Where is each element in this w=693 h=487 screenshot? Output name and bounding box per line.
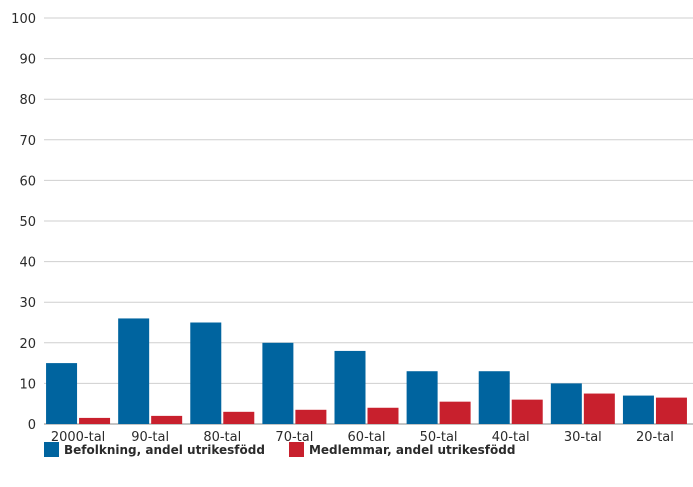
- bar-befolkning: [478, 371, 510, 424]
- bar-befolkning: [46, 363, 78, 424]
- bar-befolkning: [550, 383, 582, 424]
- x-tick-label: 50-tal: [420, 430, 458, 445]
- y-tick-label: 80: [19, 93, 36, 108]
- x-tick-label: 2000-tal: [51, 430, 105, 445]
- legend-swatch-medlemmar: [288, 442, 304, 457]
- y-tick-label: 90: [19, 53, 36, 68]
- y-tick-label: 100: [11, 12, 36, 27]
- y-tick-label: 0: [28, 418, 36, 433]
- x-tick-label: 80-tal: [203, 430, 241, 445]
- x-tick-label: 30-tal: [564, 430, 602, 445]
- legend-swatch-befolkning: [44, 442, 59, 457]
- bar-medlemmar: [583, 393, 615, 424]
- bar-medlemmar: [223, 411, 255, 424]
- bar-medlemmar: [295, 409, 327, 424]
- bar-medlemmar: [79, 417, 111, 424]
- bar-befolkning: [406, 371, 438, 424]
- bar-befolkning: [334, 350, 366, 424]
- legend-label-medlemmar: Medlemmar, andel utrikesfödd: [308, 442, 516, 457]
- x-tick-label: 40-tal: [492, 430, 530, 445]
- bar-medlemmar: [655, 397, 687, 424]
- x-tick-label: 20-tal: [636, 430, 674, 445]
- x-tick-label: 60-tal: [348, 430, 386, 445]
- bar-befolkning: [190, 322, 222, 424]
- bar-befolkning: [622, 395, 654, 424]
- bar-medlemmar: [439, 401, 471, 424]
- bar-befolkning: [262, 342, 294, 424]
- x-tick-label: 90-tal: [131, 430, 169, 445]
- y-tick-label: 70: [19, 134, 36, 149]
- y-tick-label: 10: [19, 377, 36, 392]
- y-tick-label: 60: [19, 174, 36, 189]
- x-tick-label: 70-tal: [275, 430, 313, 445]
- y-tick-label: 30: [19, 296, 36, 311]
- bar-befolkning: [118, 318, 150, 424]
- legend-item-befolkning: Befolkning, andel utrikesfödd: [44, 442, 265, 457]
- bar-medlemmar: [151, 415, 183, 424]
- legend-item-medlemmar: Medlemmar, andel utrikesfödd: [288, 442, 516, 457]
- legend: Befolkning, andel utrikesfödd Medlemmar,…: [44, 442, 539, 457]
- legend-label-befolkning: Befolkning, andel utrikesfödd: [64, 442, 265, 457]
- y-tick-label: 50: [19, 215, 36, 230]
- bar-medlemmar: [511, 399, 543, 424]
- y-tick-label: 20: [19, 337, 36, 352]
- y-tick-label: 40: [19, 256, 36, 271]
- bar-medlemmar: [367, 407, 399, 424]
